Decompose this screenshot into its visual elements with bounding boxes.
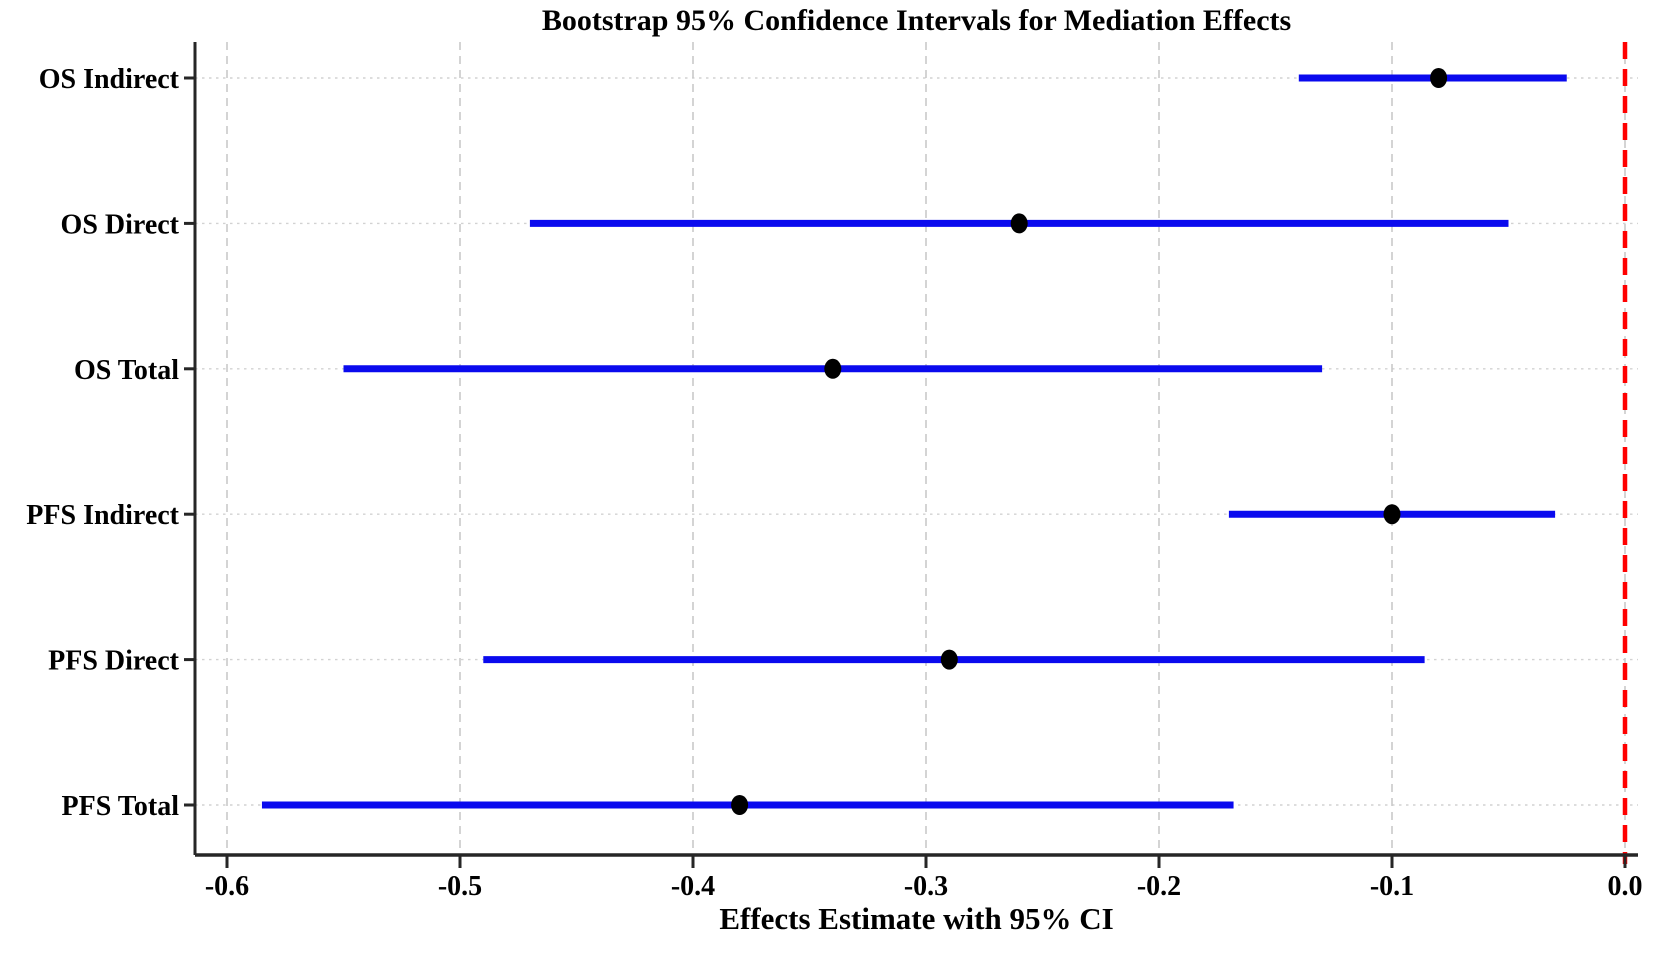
point-estimate-dot [824,358,842,379]
x-axis-title: Effects Estimate with 95% CI [719,901,1114,936]
x-tick-label: -0.1 [1370,871,1414,902]
y-category-label: OS Direct [61,209,180,240]
x-tick-label: -0.6 [205,871,249,902]
y-category-label: PFS Indirect [26,500,179,531]
x-tick-label: -0.3 [904,871,948,902]
chart-title: Bootstrap 95% Confidence Intervals for M… [541,4,1292,37]
point-estimate-dot [1010,213,1028,234]
y-category-label: OS Indirect [39,64,180,95]
point-estimate-dot [1430,68,1448,88]
x-tick-label: -0.5 [438,871,482,902]
y-category-label: PFS Direct [48,646,180,677]
x-tick-label: -0.4 [671,871,715,902]
y-category-label: PFS Total [62,791,180,822]
y-category-label: OS Total [74,355,179,386]
point-estimate-dot [731,795,749,815]
x-tick-label: 0.0 [1608,871,1643,902]
point-estimate-dot [940,649,958,670]
x-tick-label: -0.2 [1137,871,1181,902]
point-estimate-dot [1383,504,1401,525]
